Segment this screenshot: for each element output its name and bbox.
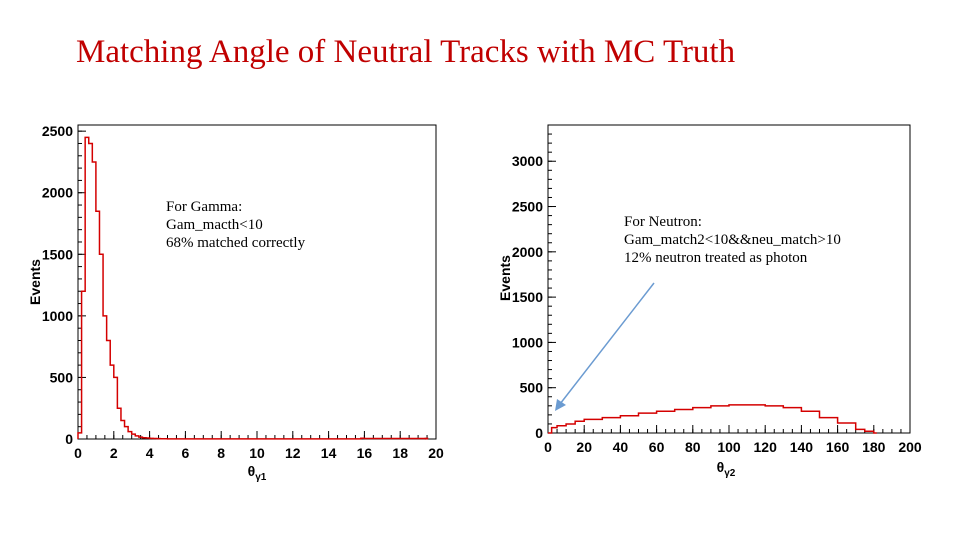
chart2-xtick-label: 100: [717, 439, 741, 455]
chart1-histogram-line: [77, 136, 429, 440]
chart1-xlabel-main: θ: [248, 463, 256, 479]
chart1-frame: [77, 124, 437, 440]
chart1-annotation-line: 68% matched correctly: [166, 235, 306, 251]
chart1-xtick-label: 0: [74, 445, 82, 461]
chart1-ytick-label: 2500: [42, 123, 73, 139]
chart2-histogram-line: [548, 404, 877, 434]
chart2-ytick-label: 2000: [512, 244, 543, 260]
chart1-annotation-line: For Gamma:: [166, 199, 243, 215]
chart2-ytick-label: 1500: [512, 289, 543, 305]
chart1-annotation: For Gamma: Gam_macth<10 68% matched corr…: [166, 198, 305, 252]
chart2-frame: [547, 124, 911, 434]
chart2-annotation-line: Gam_match2<10&&neu_match>10: [624, 232, 841, 248]
chart2-annotation-line: For Neutron:: [624, 214, 702, 230]
chart2-xtick-label: 60: [649, 439, 665, 455]
chart1-xlabel: θγ1: [248, 463, 267, 483]
chart1-ylabel: Events: [27, 259, 43, 305]
chart1-xtick-label: 4: [146, 445, 154, 461]
chart2-ytick-label: 1000: [512, 334, 543, 350]
chart1-xtick-label: 16: [357, 445, 373, 461]
chart2-ytick-label: 0: [535, 425, 543, 441]
chart1-xtick-label: 14: [321, 445, 337, 461]
chart1-xtick-label: 10: [249, 445, 265, 461]
chart1-ytick-label: 500: [50, 369, 74, 385]
chart2-xtick-label: 0: [544, 439, 552, 455]
chart1-xtick-label: 18: [392, 445, 408, 461]
chart2-ytick-label: 500: [520, 380, 544, 396]
chart2-xlabel: θγ2: [717, 459, 736, 479]
chart2-ytick-label: 3000: [512, 153, 543, 169]
chart1-ticks: 0 2 4 6 8 10 12 14 16 18 20 0 500 1000 1500 2000 2500: [42, 123, 444, 461]
chart2-xtick-label: 20: [576, 439, 592, 455]
chart2-xlabel-main: θ: [717, 459, 725, 475]
chart1-annotation-line: Gam_macth<10: [166, 217, 263, 233]
chart2-annotation-line: 12% neutron treated as photon: [624, 250, 808, 266]
chart2-ylabel: Events: [497, 255, 513, 301]
chart1-xtick-label: 8: [217, 445, 225, 461]
chart2-annotation: For Neutron: Gam_match2<10&&neu_match>10…: [624, 213, 841, 267]
chart1-ytick-label: 1000: [42, 308, 73, 324]
chart2-xtick-label: 120: [754, 439, 778, 455]
chart1-xtick-label: 6: [182, 445, 190, 461]
chart2-xlabel-sub: γ2: [724, 468, 736, 479]
chart1-xtick-label: 2: [110, 445, 118, 461]
chart2-xtick-label: 40: [613, 439, 629, 455]
chart1-xtick-label: 12: [285, 445, 301, 461]
slide-title: Matching Angle of Neutral Tracks with MC…: [76, 34, 736, 70]
annotation-arrow: [555, 282, 655, 411]
chart1-xtick-label: 20: [428, 445, 444, 461]
chart1-xlabel-sub: γ1: [255, 472, 267, 483]
chart2-ticks: 0 20 40 60 80 100 120 140 160 180 2000500100015002…: [512, 124, 922, 455]
chart2-xtick-label: 140: [790, 439, 814, 455]
chart1-ytick-label: 0: [65, 431, 73, 447]
chart2-xtick-label: 180: [862, 439, 886, 455]
chart2-ytick-label: 2500: [512, 199, 543, 215]
chart2-xtick-label: 200: [898, 439, 922, 455]
chart2-xtick-label: 80: [685, 439, 701, 455]
chart2-xtick-label: 160: [826, 439, 850, 455]
chart1-ytick-label: 2000: [42, 185, 73, 201]
chart1-ytick-label: 1500: [42, 246, 73, 262]
